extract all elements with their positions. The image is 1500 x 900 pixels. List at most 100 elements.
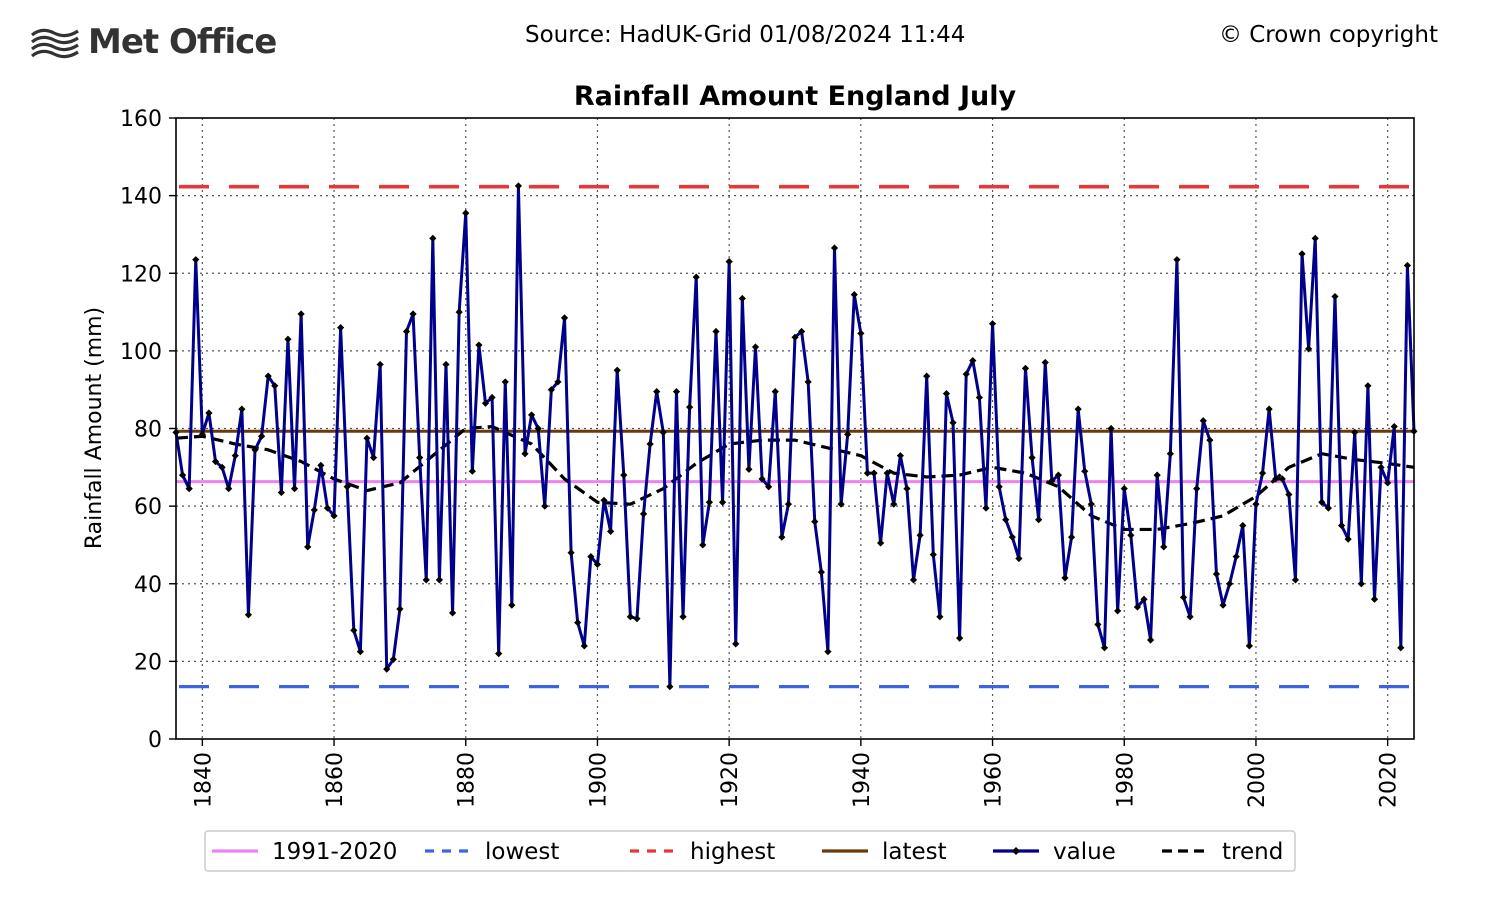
value-point [271,382,279,390]
value-point [765,483,773,491]
value-point [962,370,970,378]
legend: 1991-2020 lowest highest latest value trend [204,830,1296,872]
value-point [896,452,904,460]
value-point [290,485,299,493]
value-point [751,343,760,351]
y-tick-label: 120 [120,262,162,287]
value-point [1114,607,1122,615]
value-point [639,510,648,518]
value-point [475,341,483,349]
value-point [738,294,746,303]
value-point [416,454,424,462]
x-tick-label: 1960 [982,752,1007,808]
value-point [1232,552,1240,561]
value-point [988,320,997,328]
source-label: Source: HadUK-Grid 01/08/2024 11:44 [525,22,966,48]
value-point [593,560,602,568]
value-point [949,419,957,427]
value-point [1206,436,1214,444]
x-tick-label: 1980 [1113,752,1138,808]
value-point [547,386,555,394]
x-tick-label: 1880 [455,752,480,808]
y-tick-label: 0 [148,728,162,753]
logo-text: Met Office [88,22,277,62]
trend-line [175,424,1415,532]
y-tick-label: 160 [120,107,162,132]
value-point [541,502,549,510]
value-point [422,576,430,584]
value-point [1219,601,1227,609]
value-point [1173,256,1181,264]
value-point [1061,574,1069,582]
value-point [1272,475,1280,483]
value-point [1370,595,1379,603]
value-point [1397,644,1405,652]
value-point [942,389,951,398]
value-point [877,539,885,547]
value-point [178,471,187,479]
value-point [337,323,345,332]
legend-label: trend [1222,839,1283,865]
value-point [1002,516,1010,524]
y-tick-label: 80 [134,418,162,443]
value-point [686,403,694,411]
value-point [620,471,628,479]
value-point [692,273,700,281]
value-point [198,430,206,438]
value-point [185,485,193,493]
value-point [277,488,285,497]
value-point [995,483,1003,491]
value-point [560,314,569,322]
x-tick-label: 1840 [191,752,216,808]
value-point [225,485,233,493]
y-tick-label: 60 [134,495,162,520]
waves-logo-icon [31,28,79,59]
value-point [830,244,839,252]
value-point [969,356,977,365]
value-point [1351,428,1359,436]
value-point [844,430,852,438]
value-point [1160,543,1168,551]
value-point [1074,405,1082,413]
value-point [488,393,496,402]
value-point [1357,580,1365,588]
value-point [626,613,634,621]
value-point [350,626,358,634]
value-point [389,655,397,664]
value-point [745,465,753,473]
value-point [218,463,226,471]
value-point [317,461,325,469]
x-tick-label: 1900 [586,752,611,808]
x-tick-label: 2000 [1245,752,1270,808]
legend-label: 1991-2020 [272,839,397,865]
value-point [435,576,444,584]
value-point [1127,531,1135,539]
value-point [613,366,621,374]
value-point [1285,490,1293,499]
value-point [1298,250,1306,258]
value-point [732,640,740,648]
value-point [1252,500,1260,508]
value-point [1239,521,1247,530]
value-point [1344,535,1352,543]
value-point [1199,417,1207,425]
value-point [297,310,305,318]
value-point [982,504,990,512]
value-point [238,405,246,413]
value-point [356,648,364,656]
value-point [784,500,793,508]
value-point [659,428,667,436]
value-point [587,552,595,561]
value-point [442,360,450,369]
legend-label: lowest [485,839,559,865]
value-point [909,576,918,584]
value-line [174,184,1416,689]
value-point [363,434,371,442]
value-point [1015,554,1023,563]
value-point [1364,382,1372,390]
value-point [323,504,332,512]
value-point [448,609,457,617]
value-point [679,613,687,621]
y-tick-label: 20 [134,650,162,675]
